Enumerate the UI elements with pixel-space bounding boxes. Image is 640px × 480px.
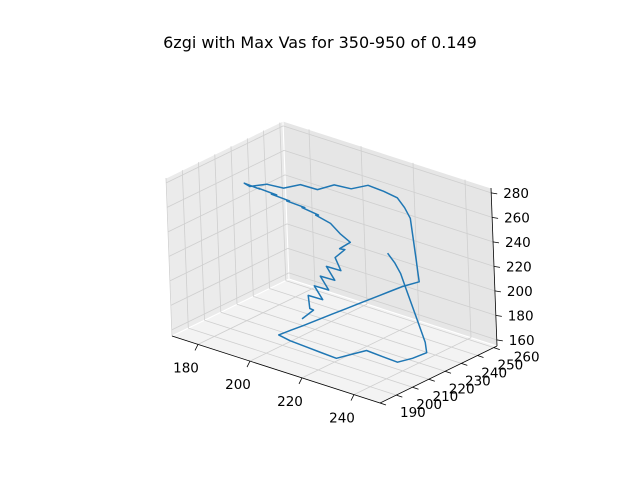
grid-line-y <box>246 138 254 297</box>
z-tick-label: 200 <box>507 284 533 300</box>
y-tick-label: 210 <box>433 389 459 405</box>
grid-line-y <box>236 303 446 372</box>
grid-line-x <box>360 146 368 305</box>
grid-line-y <box>285 280 494 348</box>
grid-line-z <box>169 223 288 282</box>
z-tick-mark <box>491 192 498 195</box>
grid-line-z <box>285 199 495 267</box>
z-tick-mark <box>493 266 501 268</box>
grid-line-y <box>188 327 397 396</box>
axis-panes <box>165 120 499 404</box>
series-line <box>243 182 428 363</box>
x-tick-label: 220 <box>277 394 303 410</box>
grid-line-z <box>168 199 287 257</box>
grid-line-z <box>171 272 289 331</box>
grid-line-x <box>412 162 420 321</box>
grid-line-x <box>308 129 316 288</box>
y-tick-label: 260 <box>514 350 540 366</box>
grid-line-z <box>170 248 288 306</box>
grid-line-z <box>287 248 496 316</box>
z-tick-label: 180 <box>508 308 534 324</box>
y-tick-label: 190 <box>400 405 426 421</box>
z-tick-label: 220 <box>506 259 532 275</box>
grid-line-y <box>204 319 413 388</box>
grid-line-z <box>166 125 284 184</box>
x-tick-mark <box>350 394 355 401</box>
y-tick-mark <box>396 394 403 398</box>
x-tick-label: 240 <box>329 411 355 427</box>
grid-line-z <box>283 125 492 194</box>
z-tick-mark <box>496 339 503 342</box>
grid-line-x <box>464 179 472 338</box>
z-tick-label: 240 <box>505 235 531 251</box>
z-tick-mark <box>494 290 501 293</box>
grid-line-y <box>230 146 238 305</box>
y-tick-label: 250 <box>498 358 524 374</box>
grid-line-z <box>283 150 493 218</box>
tick-marks <box>194 192 503 406</box>
grid-line-y <box>269 288 478 356</box>
z-tick-mark <box>492 217 499 219</box>
grid-line-y <box>181 170 189 329</box>
grid-line-y <box>165 177 173 337</box>
z-tick-mark <box>492 241 500 244</box>
z-tick-label: 260 <box>504 210 530 226</box>
x-tick-mark <box>194 344 199 351</box>
y-tick-mark <box>379 402 387 406</box>
x-tick-label: 180 <box>173 360 199 376</box>
x-tick-label: 200 <box>225 377 251 393</box>
y-tick-mark <box>493 347 500 350</box>
y-tick-label: 230 <box>465 373 491 389</box>
z-tick-mark <box>495 315 502 317</box>
grid-line-y <box>263 130 270 289</box>
x-tick-mark <box>298 377 303 385</box>
y-tick-mark <box>477 355 484 358</box>
chart-title: 6zgi with Max Vas for 350-950 of 0.149 <box>163 33 477 52</box>
grid-line-y <box>198 162 205 321</box>
z-tick-label: 160 <box>509 333 535 349</box>
grid-line-y <box>279 122 287 281</box>
grid-line-z <box>166 150 285 208</box>
y-tick-label: 240 <box>481 365 507 381</box>
x-axis-line <box>171 335 381 404</box>
y-tick-mark <box>461 363 468 366</box>
grid-line-z <box>288 272 497 341</box>
z-tick-label: 280 <box>503 186 529 202</box>
z-axis-line <box>490 187 498 347</box>
y-tick-mark <box>444 370 452 374</box>
y-tick-label: 220 <box>449 381 475 397</box>
y-tick-label: 200 <box>416 397 442 413</box>
grid-line-z <box>284 174 494 243</box>
grid-line-y <box>214 154 222 313</box>
x-tick-mark <box>246 360 251 368</box>
grid-line-y <box>220 311 429 380</box>
y-tick-mark <box>412 386 419 390</box>
y-tick-mark <box>428 378 435 382</box>
